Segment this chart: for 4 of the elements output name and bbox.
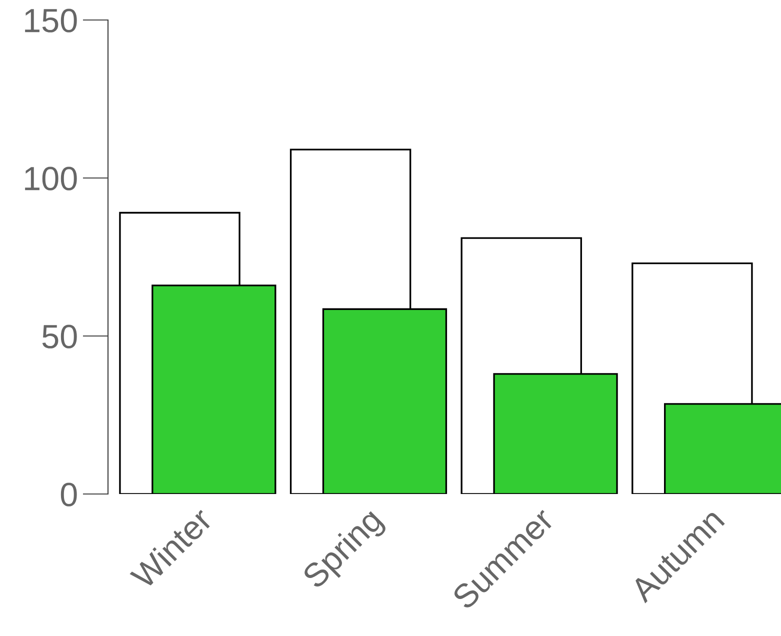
y-tick-label: 0 xyxy=(60,482,77,506)
y-tick-label: 100 xyxy=(25,166,77,190)
y-tick-label: 50 xyxy=(42,324,77,348)
y-tick-label: 150 xyxy=(25,8,77,32)
